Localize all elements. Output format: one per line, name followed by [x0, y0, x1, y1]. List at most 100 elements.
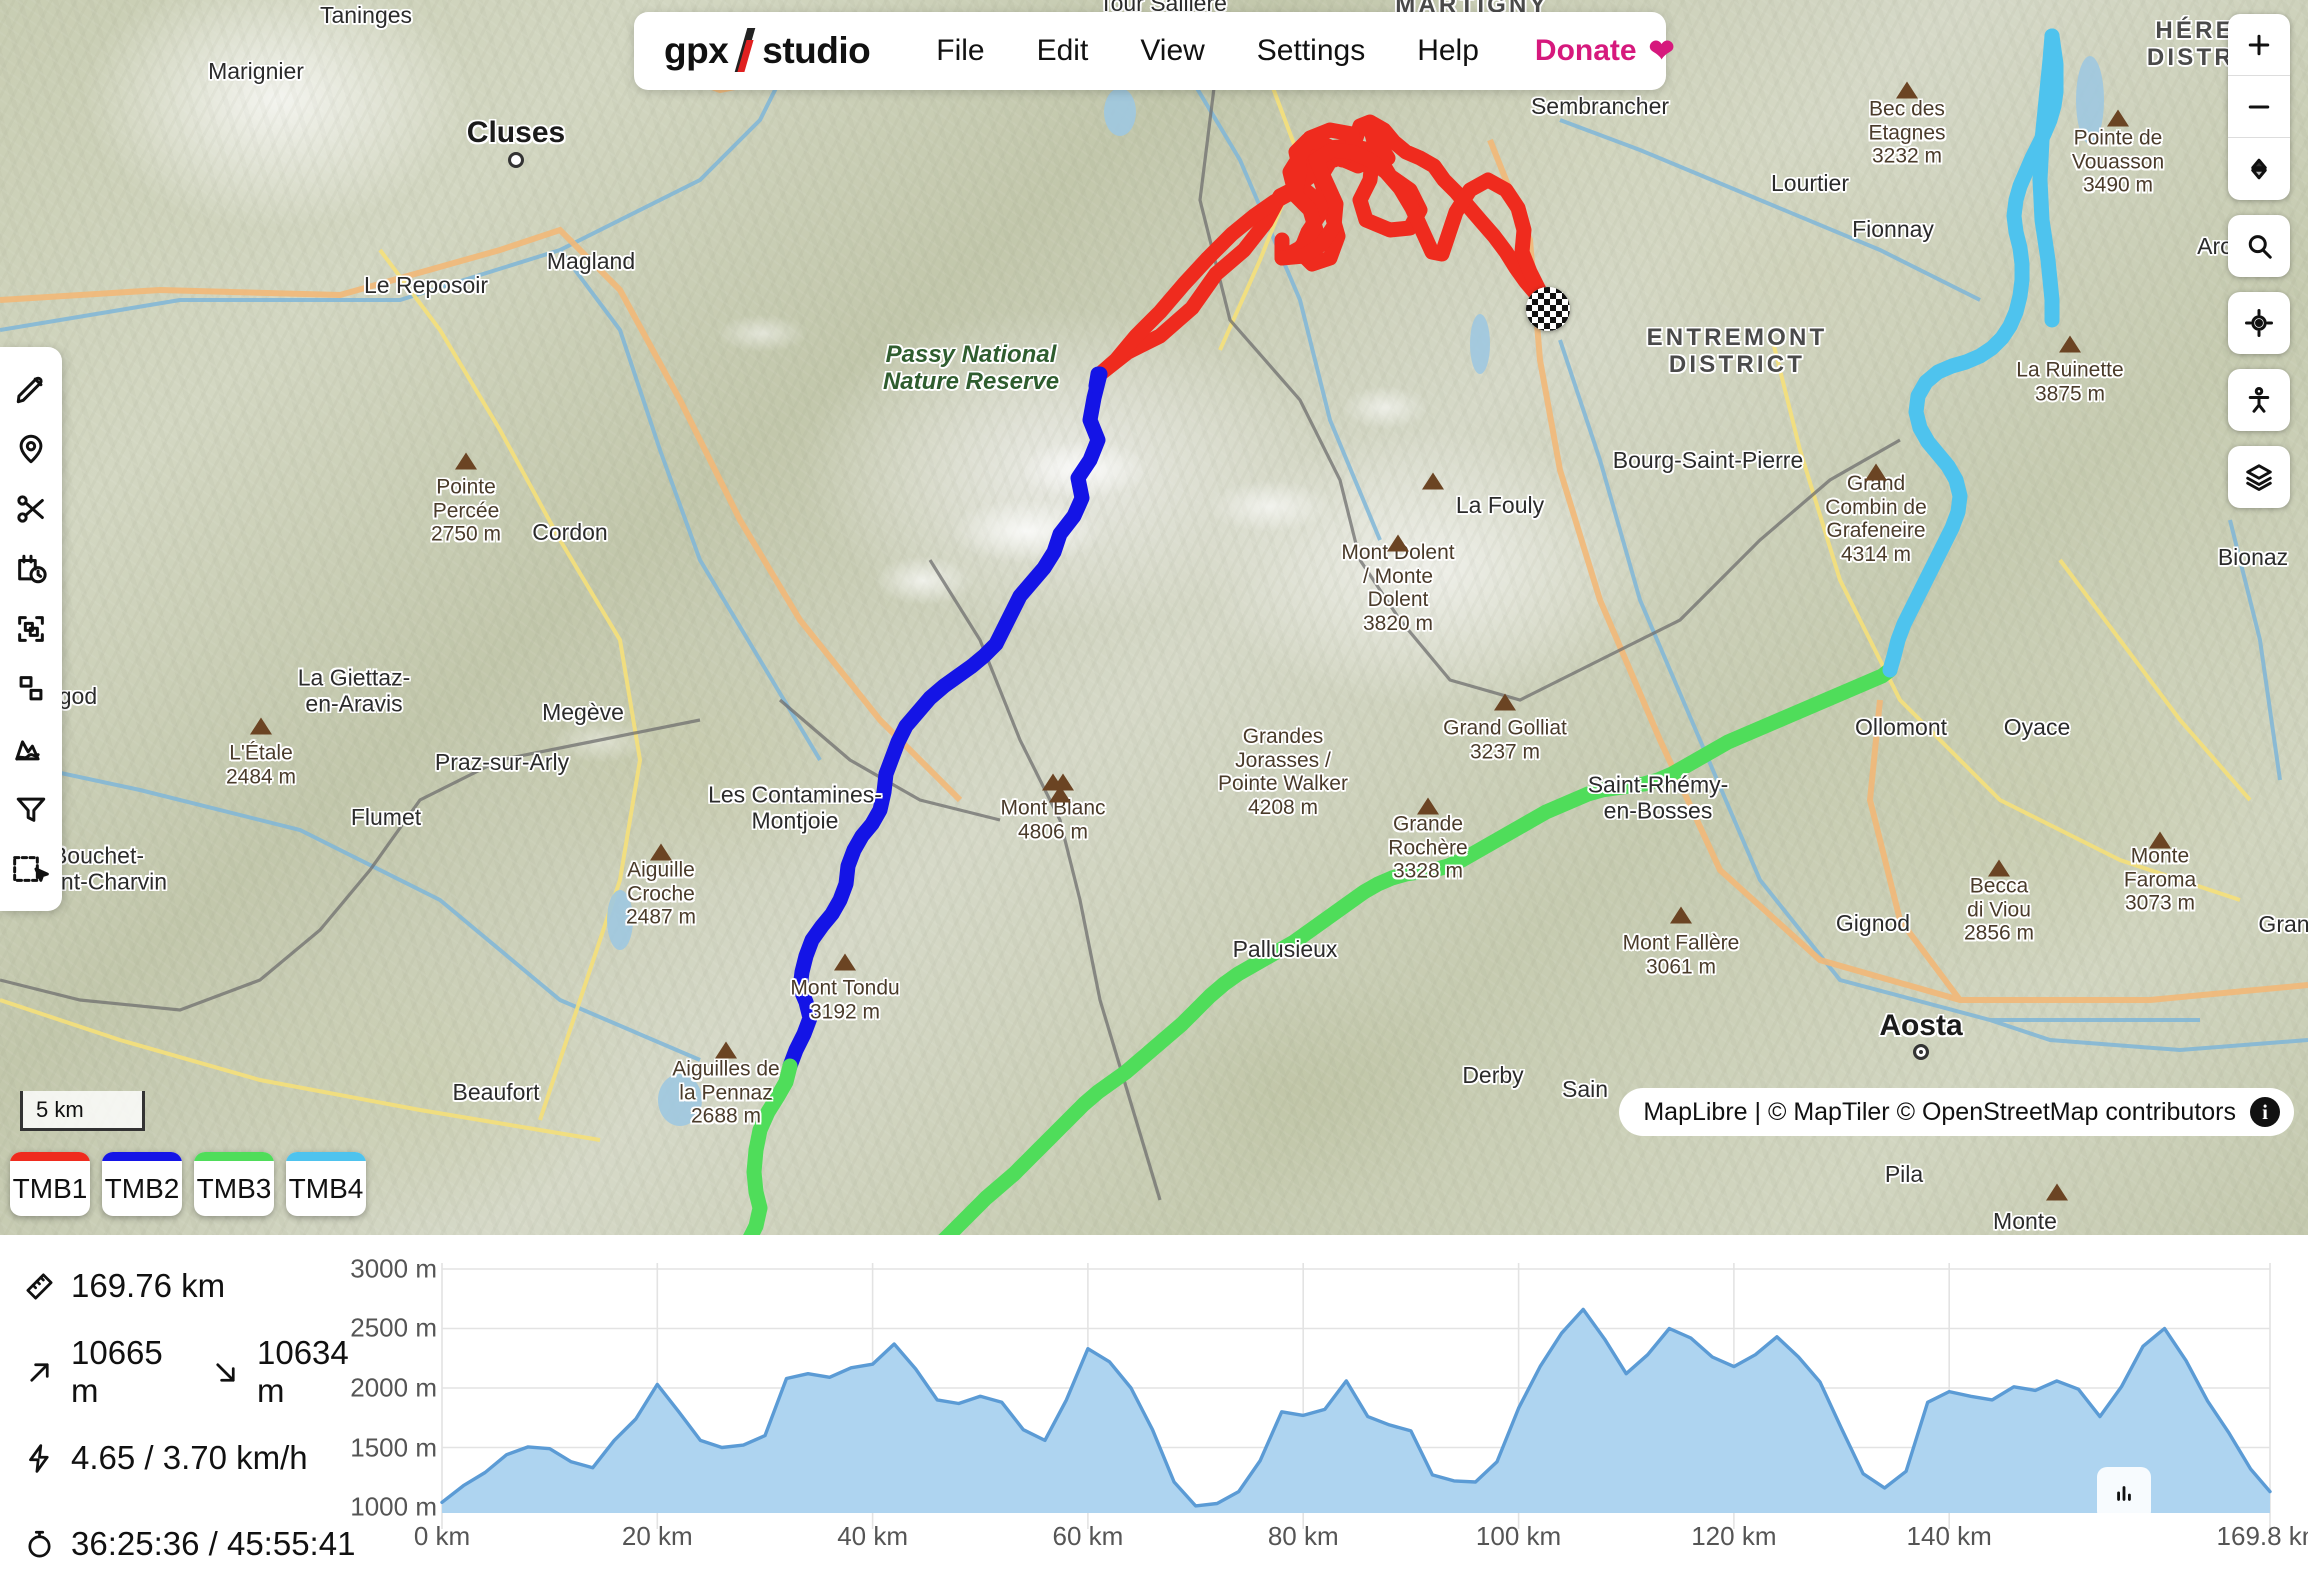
track-tab-tmb2[interactable]: TMB2 — [102, 1152, 182, 1216]
descent-value: 10634 m — [257, 1334, 349, 1409]
layers-control[interactable] — [2228, 446, 2290, 508]
filter-funnel-icon[interactable] — [0, 779, 62, 839]
waypoint-pin-icon[interactable] — [0, 419, 62, 479]
stopwatch-icon — [28, 1530, 51, 1557]
attribution-bar[interactable]: MapLibre | © MapTiler © OpenStreetMap co… — [1619, 1088, 2294, 1136]
track-color-bar — [286, 1152, 366, 1161]
zoom-controls[interactable] — [2228, 14, 2290, 200]
peak-marker-icon — [834, 953, 856, 971]
map-canvas[interactable]: Taninges Marignier Cluses Magland Le Reposoi… — [0, 0, 2308, 1235]
map-label: Marignier — [208, 58, 304, 85]
map-label: Passy National Nature Reserve — [882, 341, 1060, 395]
peak-marker-icon — [650, 843, 672, 861]
chart-options-button[interactable] — [2097, 1467, 2151, 1521]
locate-control[interactable] — [2228, 292, 2290, 354]
map-label: Aiguille Croche 2487 m — [625, 858, 697, 929]
map-label: Grand Combin de Grafeneire 4314 m — [1825, 471, 1927, 566]
map-label: Gignod — [1835, 910, 1911, 937]
map-label: Grandes Jorasses / Pointe Walker 4208 m — [1218, 724, 1348, 819]
map-label: Oyace — [2003, 714, 2071, 741]
stat-time: 36:25:36 / 45:55:41 — [24, 1501, 374, 1587]
calendar-clock-icon[interactable] — [0, 539, 62, 599]
duplicate-shapes-icon[interactable] — [0, 659, 62, 719]
peak-marker-icon — [1387, 534, 1409, 552]
menu-item-help[interactable]: Help — [1417, 34, 1479, 67]
map-label: Cordon — [532, 519, 608, 546]
checkered-flag-icon[interactable] — [1526, 287, 1570, 331]
map-label: Ollomont — [1854, 714, 1948, 741]
locate-icon[interactable] — [2228, 292, 2290, 354]
map-label: Tour Sallière — [1099, 0, 1227, 17]
tilt-icon[interactable] — [2228, 138, 2290, 200]
elevation-profile-chart[interactable]: 1000 m 1500 m 2000 m 2500 m 3000 m 0 km 20 km… — [350, 1249, 2308, 1569]
map-label: Cluses — [466, 116, 566, 150]
gpx-studio-logo[interactable]: gpx studio — [664, 30, 871, 72]
map-label: Megève — [542, 699, 624, 726]
track-tab-tmb4[interactable]: TMB4 — [286, 1152, 366, 1216]
donate-button[interactable]: Donate ❤ — [1517, 25, 1693, 77]
attribution-text: MapLibre | © MapTiler © OpenStreetMap co… — [1643, 1097, 2236, 1126]
menu-item-settings[interactable]: Settings — [1256, 34, 1366, 67]
track-tab-label: TMB2 — [104, 1173, 180, 1204]
group-objects-icon[interactable] — [0, 599, 62, 659]
map-label: Derby — [1462, 1062, 1524, 1089]
chart-y-tick-label: 1000 m — [350, 1491, 437, 1522]
peak-marker-icon — [2107, 109, 2129, 127]
chart-x-tick-label: 40 km — [837, 1521, 909, 1551]
track-pattern-overlay — [1088, 366, 1106, 394]
chart-x-tick-label: 100 km — [1475, 1521, 1562, 1551]
stat-speed: 4.65 / 3.70 km/h — [24, 1415, 374, 1501]
city-dot-icon — [508, 152, 524, 168]
main-menu-bar[interactable]: gpx studio File Edit View Settings Help Dona… — [634, 12, 1675, 90]
arrow-down-right-icon — [216, 1362, 235, 1382]
map-label: Sain — [1561, 1076, 1609, 1103]
info-icon[interactable]: i — [2250, 1097, 2280, 1127]
peak-marker-icon — [455, 452, 477, 470]
scale-label: 5 km — [36, 1096, 84, 1122]
menu-item-edit[interactable]: Edit — [1036, 34, 1089, 67]
scissors-icon[interactable] — [0, 479, 62, 539]
select-box-icon[interactable] — [0, 839, 62, 899]
chart-y-tick-label: 2500 m — [350, 1312, 437, 1343]
draw-pencil-icon[interactable] — [0, 359, 62, 419]
street-view-icon[interactable] — [2228, 369, 2290, 431]
map-label: Aosta — [1879, 1009, 1963, 1043]
search-icon[interactable] — [2228, 215, 2290, 277]
map-label: Monte Faroma 3073 m — [2123, 844, 2197, 915]
elevation-mountain-icon[interactable] — [0, 719, 62, 779]
map-label: Aiguilles de la Pennaz 2688 m — [672, 1057, 780, 1128]
ruler-icon — [26, 1273, 53, 1299]
gpx-tracks-layer[interactable] — [0, 0, 2308, 1235]
chart-x-tick-label: 120 km — [1691, 1521, 1777, 1551]
track-color-bar — [102, 1152, 182, 1161]
peak-marker-icon — [1896, 81, 1918, 99]
statistics-panel: 169.76 km 10665 m 10634 m 4.65 / 3.70 km… — [24, 1243, 374, 1587]
elevation-chart-svg[interactable] — [380, 1249, 2280, 1569]
layers-icon[interactable] — [2228, 446, 2290, 508]
peak-marker-icon — [2149, 831, 2171, 849]
peak-marker-icon — [1422, 472, 1444, 490]
map-label: Sembrancher — [1530, 93, 1670, 120]
map-label: Flumet — [350, 804, 422, 831]
track-tab-label: TMB3 — [196, 1173, 272, 1204]
track-tab-tmb1[interactable]: TMB1 — [10, 1152, 90, 1216]
map-label: Mont Fallère 3061 m — [1622, 931, 1740, 978]
ascent-value: 10665 m — [71, 1334, 163, 1409]
peak-marker-icon — [1988, 859, 2010, 877]
map-label: Grand Golliat 3237 m — [1443, 716, 1567, 763]
track-tab-tmb3[interactable]: TMB3 — [194, 1152, 274, 1216]
peak-marker-icon — [1670, 906, 1692, 924]
map-label: Bec des Etagnes 3232 m — [1868, 97, 1946, 168]
zoom-out-button[interactable] — [2228, 76, 2290, 138]
zoom-in-button[interactable] — [2228, 14, 2290, 76]
search-control[interactable] — [2228, 215, 2290, 277]
street-view-control[interactable] — [2228, 369, 2290, 431]
menu-item-file[interactable]: File — [936, 34, 985, 67]
logo-text-left: gpx — [664, 30, 729, 71]
left-toolbar[interactable] — [0, 347, 62, 911]
menu-item-view[interactable]: View — [1140, 34, 1205, 67]
chart-x-tick-label: 20 km — [621, 1521, 693, 1551]
chart-x-tick-label: 80 km — [1267, 1521, 1339, 1551]
map-label: Les Contamines- Montjoie — [708, 781, 882, 833]
track-tabs: TMB1 TMB2 TMB3 TMB4 — [10, 1152, 366, 1216]
